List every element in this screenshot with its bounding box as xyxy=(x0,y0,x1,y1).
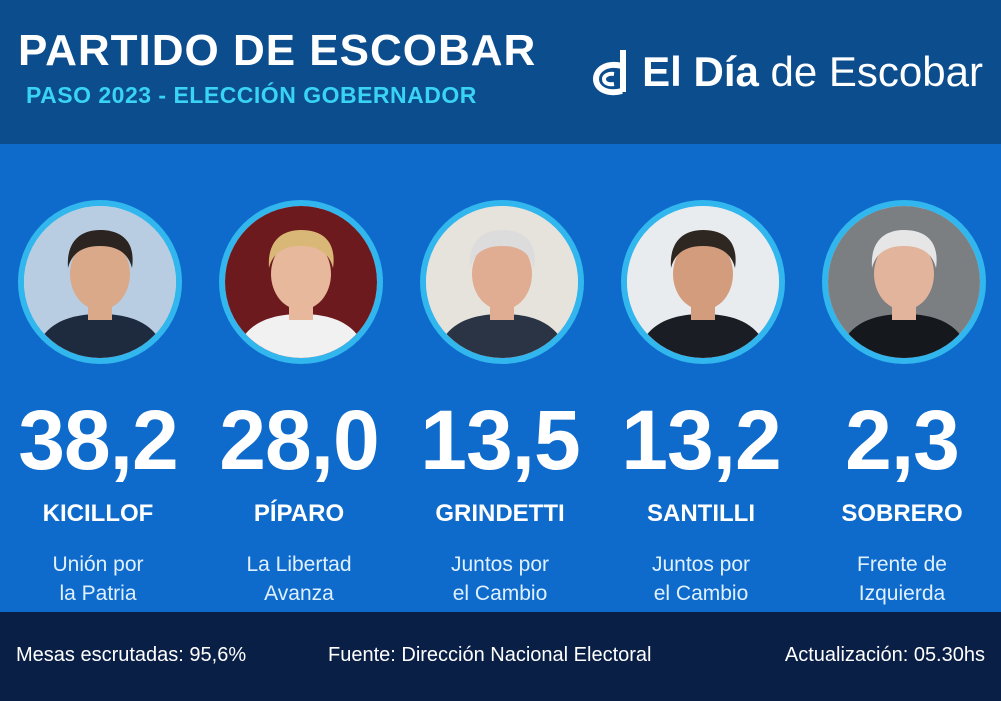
candidate-percentage: 2,3 xyxy=(845,393,960,487)
candidate-card: 2,3 SOBRERO Frente de Izquierda xyxy=(802,144,1001,612)
brand-name-regular: de Escobar xyxy=(758,48,983,95)
results-panel: 38,2 KICILLOF Unión por la Patria 28,0 P… xyxy=(0,144,1001,612)
party-line-2: el Cambio xyxy=(653,582,749,605)
candidate-percentage: 28,0 xyxy=(219,393,380,487)
candidate-name: KICILLOF xyxy=(42,500,154,527)
brand-name: El Día de Escobar xyxy=(642,48,983,96)
candidate-party: Juntos por el Cambio xyxy=(616,550,786,608)
party-line-1: Frente de xyxy=(857,553,947,576)
candidate-photo xyxy=(420,200,584,364)
party-line-1: La Libertad xyxy=(246,553,352,576)
candidate-photo xyxy=(621,200,785,364)
candidate-card: 28,0 PÍPARO La Libertad Avanza xyxy=(199,144,399,612)
brand-name-bold: El Día xyxy=(642,48,759,95)
candidate-name: PÍPARO xyxy=(253,500,345,527)
party-line-2: Avanza xyxy=(264,582,334,605)
candidate-card: 38,2 KICILLOF Unión por la Patria xyxy=(0,144,198,612)
actualizacion: Actualización: 05.30hs xyxy=(784,644,985,666)
footer: Mesas escrutadas: 95,6% Fuente: Direcció… xyxy=(0,612,1001,701)
candidate-photo xyxy=(822,200,986,364)
header: PARTIDO DE ESCOBAR PASO 2023 - ELECCIÓN … xyxy=(0,0,1001,144)
candidate-photo xyxy=(18,200,182,364)
candidate-card: 13,2 SANTILLI Juntos por el Cambio xyxy=(601,144,801,612)
candidate-photo xyxy=(219,200,383,364)
candidate-percentage: 13,5 xyxy=(420,393,581,487)
page-subtitle: PASO 2023 - ELECCIÓN GOBERNADOR xyxy=(26,82,477,108)
person-portrait-icon xyxy=(24,206,176,358)
mesas-escrutadas: Mesas escrutadas: 95,6% xyxy=(16,644,247,666)
party-line-1: Juntos por xyxy=(651,553,751,576)
candidate-party: Unión por la Patria xyxy=(13,550,183,608)
candidate-percentage: 38,2 xyxy=(18,393,179,487)
candidate-name: SOBRERO xyxy=(841,500,963,527)
party-line-1: Juntos por xyxy=(450,553,550,576)
brand-logo: El Día de Escobar xyxy=(592,44,983,100)
candidate-party: Frente de Izquierda xyxy=(817,550,987,608)
person-portrait-icon xyxy=(828,206,980,358)
candidate-name: SANTILLI xyxy=(647,500,755,527)
person-portrait-icon xyxy=(225,206,377,358)
party-line-2: el Cambio xyxy=(452,582,548,605)
d-logo-icon xyxy=(593,50,627,96)
candidate-party: Juntos por el Cambio xyxy=(415,550,585,608)
candidate-party: La Libertad Avanza xyxy=(214,550,384,608)
candidate-card: 13,5 GRINDETTI Juntos por el Cambio xyxy=(400,144,600,612)
candidate-percentage: 13,2 xyxy=(621,393,782,487)
candidate-name: GRINDETTI xyxy=(435,500,565,527)
person-portrait-icon xyxy=(426,206,578,358)
party-line-2: la Patria xyxy=(59,582,137,605)
party-line-1: Unión por xyxy=(52,553,144,576)
page-title: PARTIDO DE ESCOBAR xyxy=(18,26,537,75)
fuente: Fuente: Dirección Nacional Electoral xyxy=(328,644,652,666)
person-portrait-icon xyxy=(627,206,779,358)
party-line-2: Izquierda xyxy=(858,582,946,605)
